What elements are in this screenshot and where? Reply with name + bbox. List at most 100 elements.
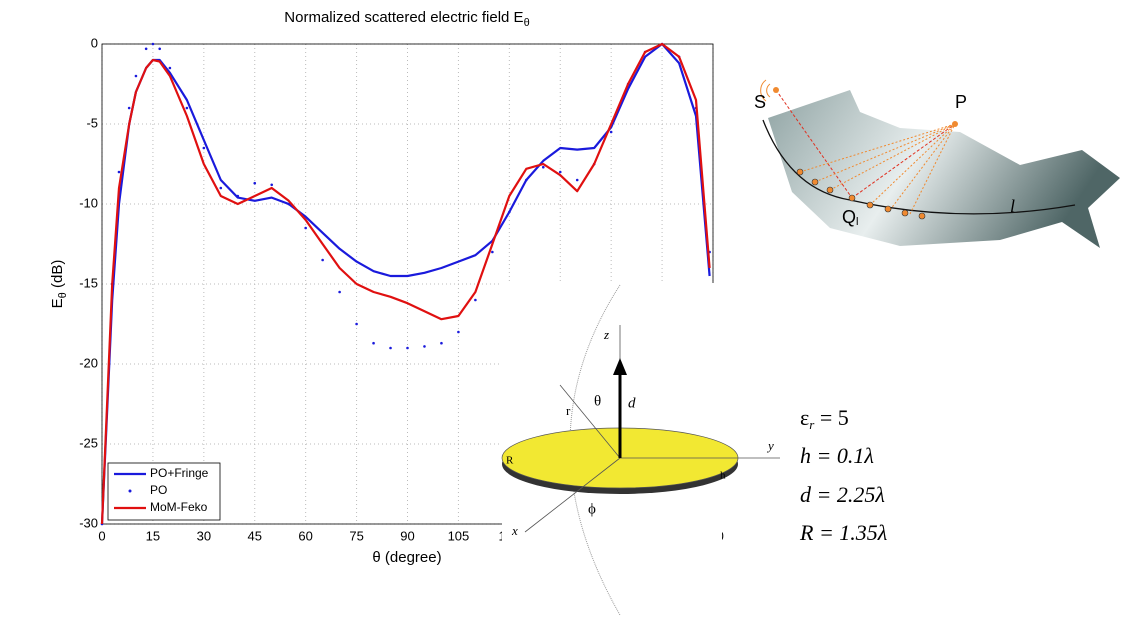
data-point (185, 106, 189, 110)
source-waves (760, 79, 771, 102)
data-point (287, 202, 290, 206)
data-point (134, 74, 138, 78)
param-eps: εr = 5 (800, 405, 849, 432)
x-tick-label: 45 (248, 528, 262, 543)
incident-ray (775, 89, 853, 199)
data-point (525, 178, 528, 182)
ray-fan (799, 123, 956, 215)
data-point (508, 210, 511, 214)
data-point (270, 183, 274, 187)
edge-curve (762, 119, 1076, 215)
series-line (100, 42, 711, 525)
data-point (151, 42, 155, 46)
data-point (474, 298, 477, 302)
source-label: S (754, 92, 766, 112)
legend-label: MoM-Feko (150, 500, 208, 514)
surface (768, 90, 1120, 248)
h-label: h (720, 470, 726, 482)
z-label: z (603, 327, 609, 342)
data-point (168, 66, 172, 70)
data-point (144, 47, 148, 51)
data-point (117, 170, 121, 174)
y-tick-label: -30 (79, 515, 98, 530)
eps-val: = 5 (814, 405, 848, 430)
point-label: Ql (842, 207, 858, 228)
title-subscript: θ (524, 17, 530, 29)
legend-label: PO (150, 483, 167, 497)
x-tick-label: 60 (298, 528, 312, 543)
x-tick-label: 90 (400, 528, 414, 543)
y-tick-label: -20 (79, 355, 98, 370)
data-point (219, 186, 223, 190)
data-point (558, 170, 562, 174)
q-sub: l (856, 216, 858, 228)
data-point (541, 165, 545, 169)
y-label: y (766, 438, 774, 453)
data-point (609, 130, 613, 134)
y-label-text: E (49, 298, 66, 308)
x-axis-label: θ (degree) (372, 549, 441, 566)
legend-box (107, 462, 221, 521)
R-label: R (506, 455, 514, 467)
curve-label: l (1010, 196, 1015, 216)
x-tick-label: 30 (197, 528, 211, 543)
x-tick-label: 105 (448, 528, 470, 543)
d-label: d (628, 395, 636, 411)
data-point (423, 345, 426, 348)
chart: Normalized scattered electric field Eθ θ… (49, 9, 724, 566)
legend-swatch (128, 489, 132, 493)
x-axis (524, 457, 621, 533)
data-point (406, 346, 409, 350)
observer-label: P (955, 92, 967, 112)
x-label: x (511, 523, 518, 538)
y-label-subscript: θ (57, 292, 69, 298)
edge-points (796, 168, 926, 220)
data-point (457, 330, 460, 334)
x-tick-label: 75 (349, 528, 363, 543)
legend-label: PO+Fringe (150, 466, 209, 480)
observer-point (952, 121, 958, 127)
param-h: h = 0.1λ (800, 443, 874, 468)
y-label-unit: (dB) (49, 260, 66, 288)
source-point (773, 87, 779, 93)
scattered-ray (851, 123, 956, 199)
eps-sub: r (809, 417, 815, 432)
parameters: εr = 5 h = 0.1λ d = 2.25λ R = 1.35λ (799, 405, 887, 545)
data-point (440, 341, 443, 345)
eps: ε (800, 405, 809, 430)
data-point (304, 226, 307, 230)
data-point (202, 146, 206, 150)
data-point (575, 178, 579, 182)
dipole-head (613, 358, 627, 375)
disk-diagram: z θ d r R h y x ϕ (501, 283, 780, 617)
x-tick-label: 15 (146, 528, 160, 543)
y-tick-label: -5 (86, 115, 98, 130)
data-point (236, 194, 240, 198)
data-point (491, 250, 494, 254)
param-R: R = 1.35λ (799, 520, 887, 545)
r-line (559, 384, 621, 459)
y-tick-label: -15 (79, 275, 98, 290)
q: Q (842, 207, 856, 227)
y-tick-label: -25 (79, 435, 98, 450)
data-point (389, 346, 392, 350)
x-tick-label: 0 (98, 528, 105, 543)
legend: PO+Fringe PO MoM-Feko (107, 462, 221, 521)
data-point (253, 181, 257, 185)
data-point (127, 106, 131, 110)
surface-diagram: S P Ql l (754, 79, 1120, 248)
y-tick-label: -10 (79, 195, 98, 210)
y-axis-label: Eθ (dB) (49, 260, 69, 309)
data-point (158, 47, 162, 51)
data-point (338, 290, 341, 294)
chart-title: Normalized scattered electric field Eθ (284, 9, 529, 29)
r-label: r (566, 403, 571, 418)
data-point (355, 322, 358, 326)
theta-label: θ (594, 393, 601, 409)
param-d: d = 2.25λ (800, 482, 885, 507)
title-text: Normalized scattered electric field E (284, 9, 523, 26)
phi-label: ϕ (588, 501, 596, 517)
data-point (321, 258, 324, 262)
data-point (372, 341, 375, 345)
